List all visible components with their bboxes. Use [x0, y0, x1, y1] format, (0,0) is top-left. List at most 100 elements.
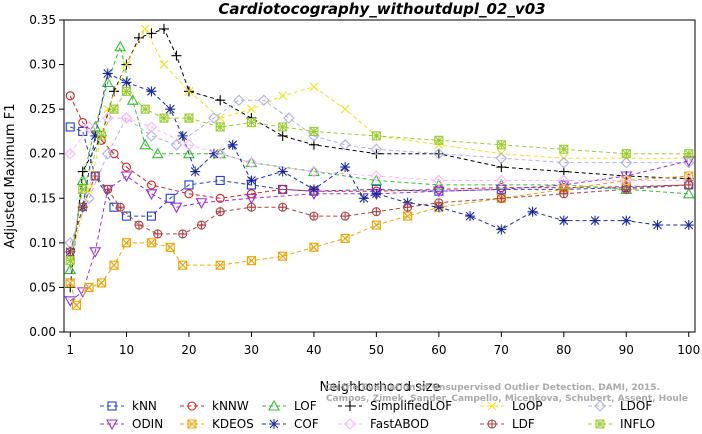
y-axis-label: Adjusted Maximum F1 — [3, 104, 18, 249]
data-point — [370, 174, 383, 186]
data-point — [215, 113, 225, 123]
legend-label: FastABOD — [370, 417, 429, 431]
data-point — [277, 166, 288, 177]
x-tick-label: 10 — [119, 343, 134, 357]
data-point — [370, 143, 383, 156]
legend-marker — [268, 399, 280, 411]
x-tick-label: 40 — [306, 343, 321, 357]
data-point — [65, 122, 75, 132]
data-point — [246, 202, 256, 212]
data-point — [215, 193, 225, 203]
data-point — [146, 211, 157, 221]
x-tick-label: 100 — [677, 343, 700, 357]
data-point — [96, 131, 107, 141]
data-point — [340, 211, 350, 221]
data-point — [652, 220, 663, 231]
series-line — [70, 126, 689, 217]
legend-marker — [107, 401, 117, 411]
legend-label: LDF — [512, 417, 535, 431]
data-point — [146, 238, 157, 248]
data-point — [433, 147, 445, 160]
data-point — [308, 184, 319, 195]
legend-marker — [269, 419, 279, 429]
data-point — [151, 147, 164, 159]
data-point — [559, 189, 569, 199]
data-point — [170, 202, 183, 214]
data-point — [433, 174, 445, 187]
data-point — [309, 242, 319, 252]
credit-line-2: Campos, Zimek, Sander, Campello, Micenko… — [326, 394, 688, 404]
data-point — [246, 256, 256, 266]
series-KDEOS — [65, 171, 694, 310]
plot-frame — [63, 19, 696, 333]
series-line — [69, 72, 689, 252]
legend-item: LDOF — [588, 399, 652, 413]
data-point — [403, 202, 413, 212]
x-tick-label: 70 — [494, 343, 509, 357]
data-point — [146, 86, 157, 97]
series-kNN — [65, 122, 694, 221]
legend-item: kNN — [100, 399, 157, 413]
data-point — [371, 131, 381, 141]
legend-label: ODIN — [132, 417, 163, 431]
series-line — [69, 44, 689, 270]
data-point — [278, 251, 288, 261]
y-tick-label: 0.05 — [29, 280, 56, 294]
series-ODIN — [64, 156, 695, 307]
data-point — [140, 24, 150, 34]
data-point — [196, 220, 206, 230]
x-tick-label: 1 — [66, 343, 74, 357]
data-point — [121, 77, 132, 88]
legend-item: FastABOD — [338, 417, 429, 431]
legend-item: COF — [262, 417, 319, 431]
data-point — [121, 162, 132, 172]
legend-marker — [487, 401, 497, 411]
data-point — [247, 104, 256, 114]
data-point — [184, 113, 194, 123]
y-tick-label: 0.35 — [29, 13, 56, 27]
data-point — [101, 76, 114, 87]
data-point — [684, 180, 694, 190]
data-point — [307, 165, 320, 177]
data-point — [65, 91, 75, 101]
data-point — [195, 198, 208, 209]
data-point — [178, 229, 188, 239]
data-point — [215, 95, 226, 106]
data-point — [96, 278, 107, 288]
y-tick-label: 0.10 — [29, 236, 56, 250]
data-point — [432, 186, 445, 198]
data-point — [83, 192, 95, 205]
legend-item: SimplifiedLOF — [338, 399, 452, 413]
data-point — [621, 184, 631, 194]
data-point — [278, 202, 288, 212]
data-point — [371, 220, 381, 230]
data-point — [139, 138, 152, 150]
data-point — [358, 193, 369, 204]
series-line — [69, 28, 689, 288]
legend-item: kNNW — [180, 399, 249, 413]
data-point — [621, 149, 631, 159]
legend-label: kNN — [132, 399, 157, 413]
legend-marker — [187, 419, 197, 429]
data-point — [84, 282, 94, 292]
data-point — [77, 166, 88, 177]
data-point — [146, 180, 157, 190]
data-point — [283, 112, 295, 124]
data-point — [308, 165, 320, 178]
data-point — [278, 122, 288, 132]
data-point — [558, 174, 570, 187]
data-point — [109, 104, 119, 114]
data-point — [215, 175, 225, 186]
legend-marker — [187, 401, 197, 411]
data-point — [178, 260, 188, 270]
data-point — [65, 247, 75, 257]
series-layer — [64, 23, 695, 310]
data-point — [122, 60, 131, 69]
series-FastABOD — [64, 112, 695, 187]
x-tick-label: 30 — [244, 343, 259, 357]
data-point — [145, 121, 158, 133]
data-point — [495, 152, 508, 164]
data-point — [190, 166, 201, 177]
data-point — [527, 206, 538, 217]
